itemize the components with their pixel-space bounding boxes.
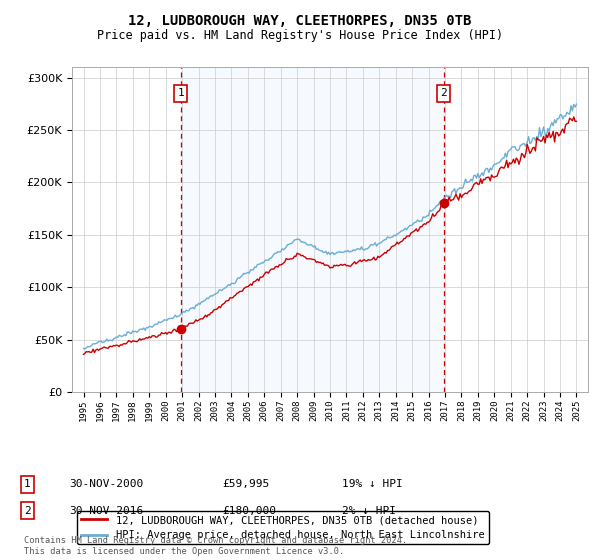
Text: 2: 2: [24, 506, 31, 516]
Text: Price paid vs. HM Land Registry's House Price Index (HPI): Price paid vs. HM Land Registry's House …: [97, 29, 503, 42]
Legend: 12, LUDBOROUGH WAY, CLEETHORPES, DN35 0TB (detached house), HPI: Average price, : 12, LUDBOROUGH WAY, CLEETHORPES, DN35 0T…: [77, 511, 488, 544]
Text: 30-NOV-2016: 30-NOV-2016: [69, 506, 143, 516]
Text: 2: 2: [440, 88, 447, 99]
Text: 1: 1: [24, 479, 31, 489]
Text: 2% ↓ HPI: 2% ↓ HPI: [342, 506, 396, 516]
Text: 19% ↓ HPI: 19% ↓ HPI: [342, 479, 403, 489]
Text: 1: 1: [178, 88, 184, 99]
Text: 30-NOV-2000: 30-NOV-2000: [69, 479, 143, 489]
Text: £180,000: £180,000: [222, 506, 276, 516]
Text: 12, LUDBOROUGH WAY, CLEETHORPES, DN35 0TB: 12, LUDBOROUGH WAY, CLEETHORPES, DN35 0T…: [128, 14, 472, 28]
Text: £59,995: £59,995: [222, 479, 269, 489]
Text: Contains HM Land Registry data © Crown copyright and database right 2024.
This d: Contains HM Land Registry data © Crown c…: [24, 536, 407, 556]
Bar: [181, 67, 443, 392]
